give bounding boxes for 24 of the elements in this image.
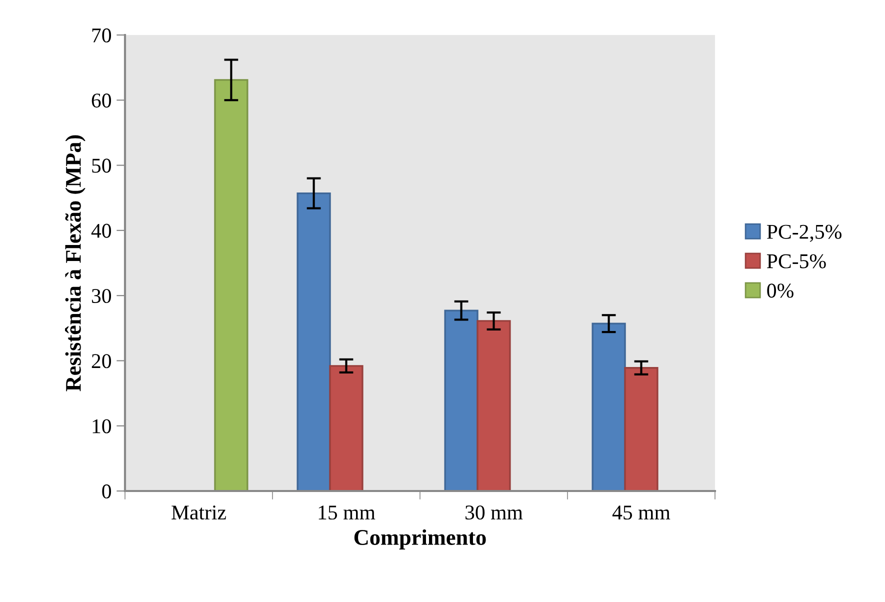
bar (214, 79, 248, 491)
bar (624, 367, 658, 491)
y-tick-label: 40 (91, 224, 112, 238)
legend-label: 0% (767, 284, 794, 298)
bar (476, 320, 511, 491)
legend-label: PC-2,5% (766, 224, 842, 242)
bar (329, 365, 364, 491)
y-tick-label: 0 (102, 484, 112, 498)
bar (296, 192, 331, 491)
x-tick-label: 45 mm (612, 506, 670, 520)
y-tick-label: 20 (92, 354, 112, 368)
bar (444, 310, 478, 491)
y-tick-label: 10 (92, 419, 112, 434)
x-tick-label: 15 mm (318, 506, 376, 520)
x-tick-label: 30 mm (466, 505, 523, 520)
y-tick-label: 50 (92, 158, 112, 173)
x-axis-title: Comprimento (354, 529, 486, 550)
y-axis-title: Resistência à Flexão (MPa) (65, 135, 86, 392)
y-tick-label: 60 (92, 94, 112, 108)
legend-label: PC-5% (766, 254, 826, 268)
y-tick-label: 70 (92, 28, 112, 42)
bar (592, 322, 626, 491)
y-tick-label: 30 (92, 288, 112, 304)
x-tick-label: Matriz (172, 506, 226, 520)
